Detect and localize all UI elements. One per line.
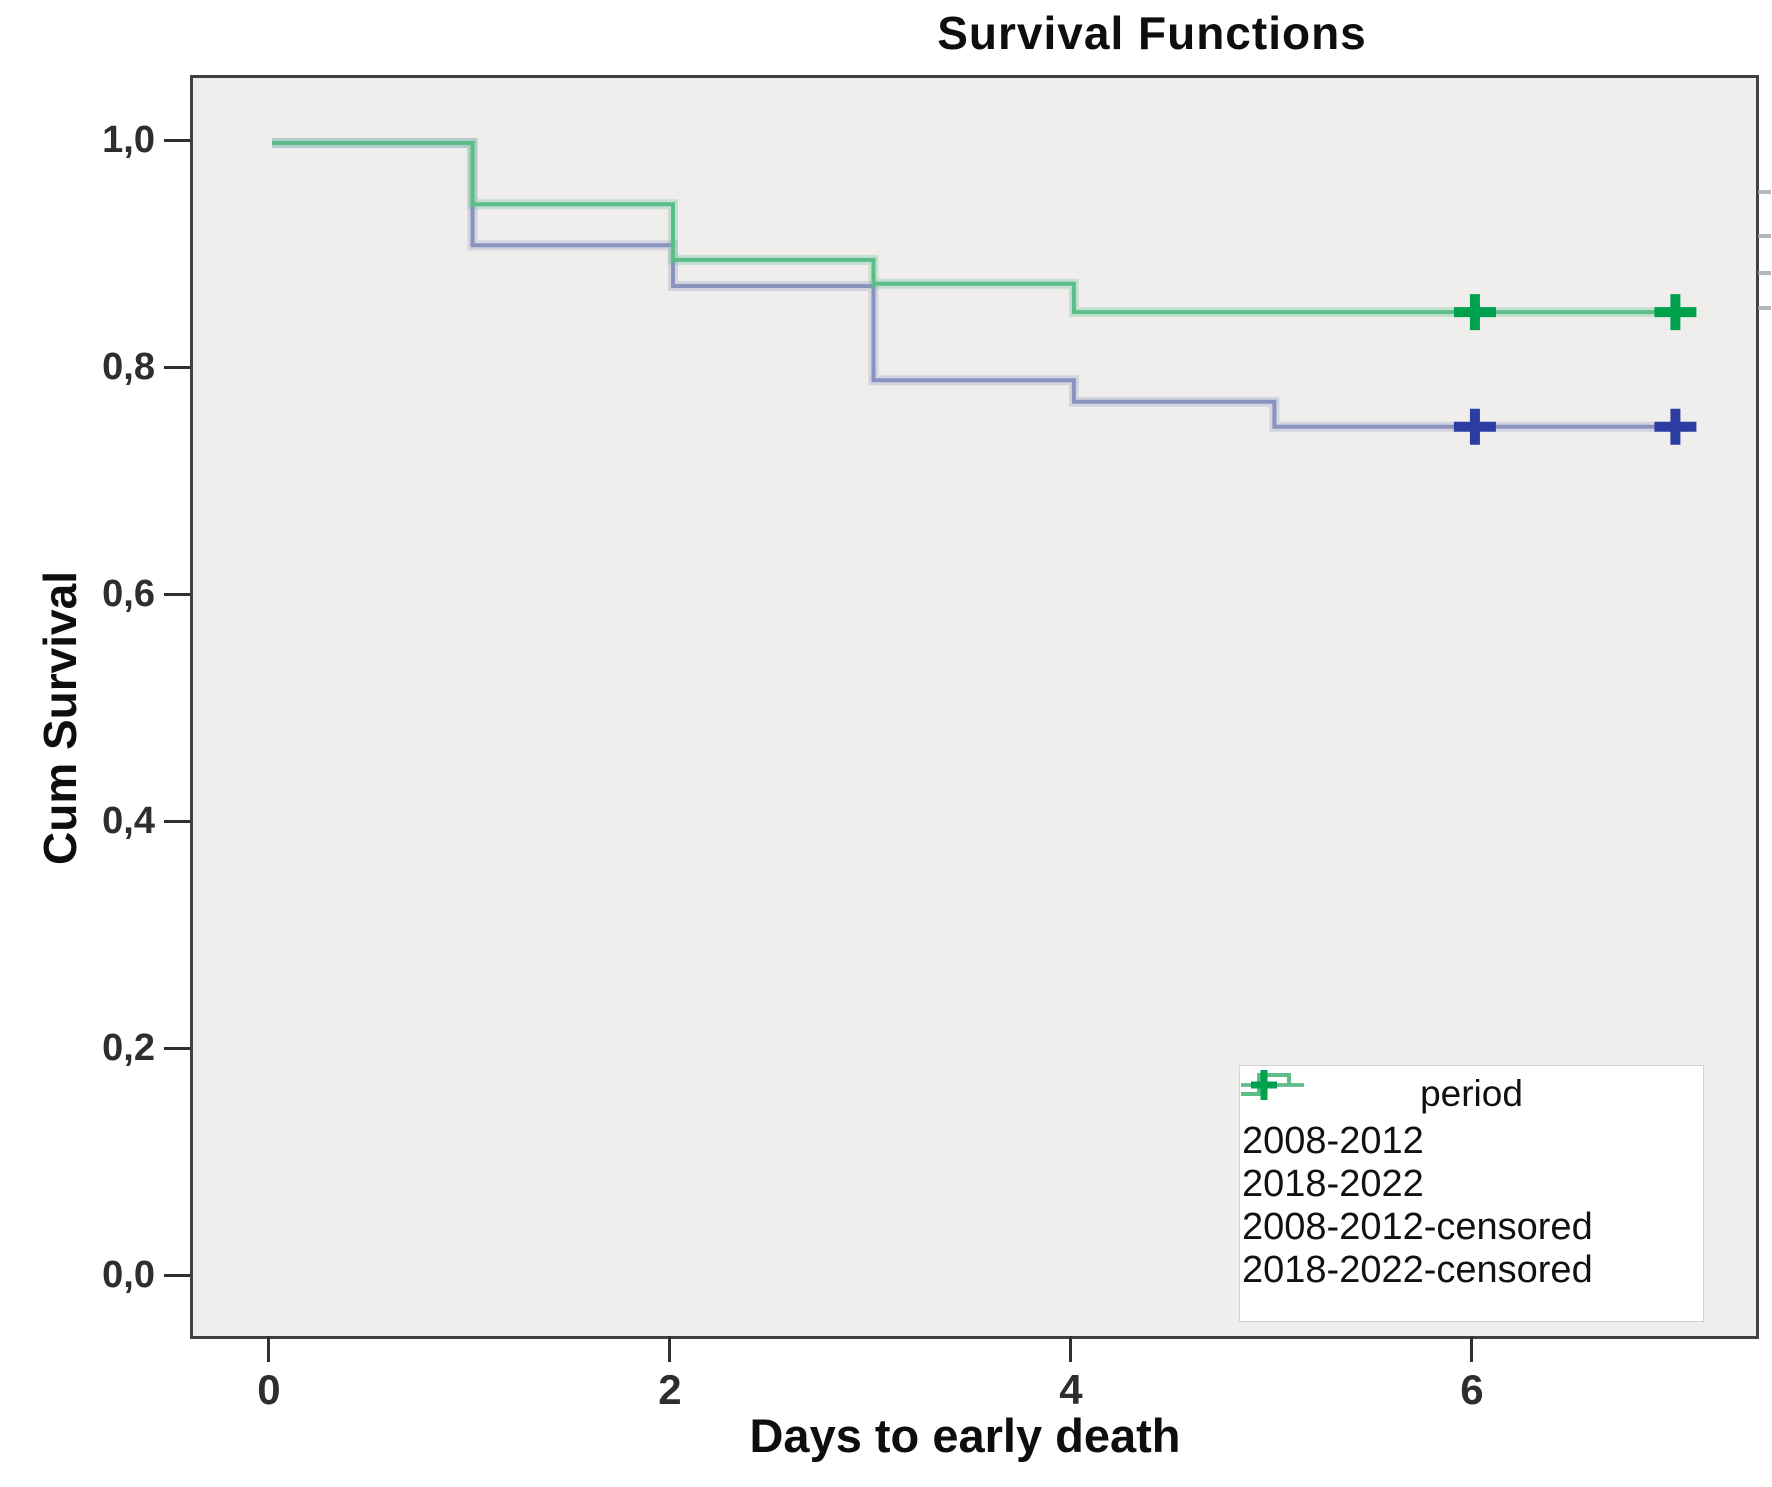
- y-tick-label: 0,6: [102, 573, 155, 616]
- y-tick-label: 0,0: [102, 1254, 155, 1296]
- censored-marker-2018-2022: [1654, 294, 1697, 331]
- x-tick: [1470, 1336, 1474, 1362]
- legend-step-line-icon: [1241, 1073, 1291, 1096]
- censored-marker-2018-2022: [1453, 294, 1496, 331]
- legend-item-label: 2008-2012-censored: [1242, 1205, 1593, 1248]
- edge-mark: [1758, 234, 1771, 238]
- x-axis-label: Days to early death: [749, 1409, 1181, 1462]
- survival-curves-svg: [272, 138, 1697, 445]
- legend-item-2008-2012-censored: 2008-2012-censored: [1240, 1070, 1703, 1248]
- y-tick: [164, 592, 190, 596]
- series-line-2018-2022: [272, 141, 1696, 315]
- chart-title: Survival Functions: [937, 7, 1367, 59]
- legend-item-2018-2022: 2018-2022: [1240, 1073, 1703, 1205]
- y-tick-label: 0,4: [102, 800, 155, 842]
- edge-mark: [1758, 271, 1771, 275]
- y-tick-label: 0,2: [102, 1027, 155, 1069]
- legend-rows: 2008-2012 2018-2022 2008-2012-censored 2…: [1240, 1070, 1703, 1291]
- x-tick: [1069, 1336, 1073, 1362]
- y-tick: [164, 1273, 190, 1277]
- legend: period 2008-2012 2018-2022 2008-2012-cen…: [1239, 1065, 1704, 1322]
- edge-mark: [1758, 306, 1771, 310]
- legend-item-label: 2008-2012: [1242, 1119, 1424, 1162]
- legend-item-label: 2018-2022-censored: [1242, 1248, 1593, 1291]
- x-tick: [267, 1336, 271, 1362]
- edge-mark: [1758, 190, 1771, 194]
- legend-item-label: 2018-2022: [1242, 1162, 1424, 1205]
- legend-item-2018-2022-censored: 2018-2022-censored: [1240, 1070, 1703, 1291]
- legend-censored-marker-icon: [1241, 1070, 1304, 1100]
- y-tick: [164, 1046, 190, 1050]
- y-tick-label: 1,0: [102, 119, 155, 162]
- x-tick: [668, 1336, 672, 1362]
- y-tick-label: 0,8: [102, 346, 155, 389]
- x-tick-label: 6: [1460, 1366, 1484, 1413]
- legend-item-2008-2012: 2008-2012: [1240, 1073, 1703, 1162]
- x-tick-label: 2: [658, 1366, 682, 1413]
- y-tick: [164, 138, 190, 142]
- y-tick: [164, 365, 190, 369]
- x-tick-label: 4: [1059, 1366, 1083, 1413]
- legend-title: period: [1420, 1073, 1523, 1114]
- x-tick-label: 0: [257, 1366, 281, 1413]
- y-tick: [164, 819, 190, 823]
- series-line-2008-2012: [272, 141, 1696, 429]
- censored-marker-2008-2012: [1654, 408, 1697, 445]
- censored-marker-2008-2012: [1453, 408, 1496, 445]
- plot-area: period 2008-2012 2018-2022 2008-2012-cen…: [190, 75, 1759, 1339]
